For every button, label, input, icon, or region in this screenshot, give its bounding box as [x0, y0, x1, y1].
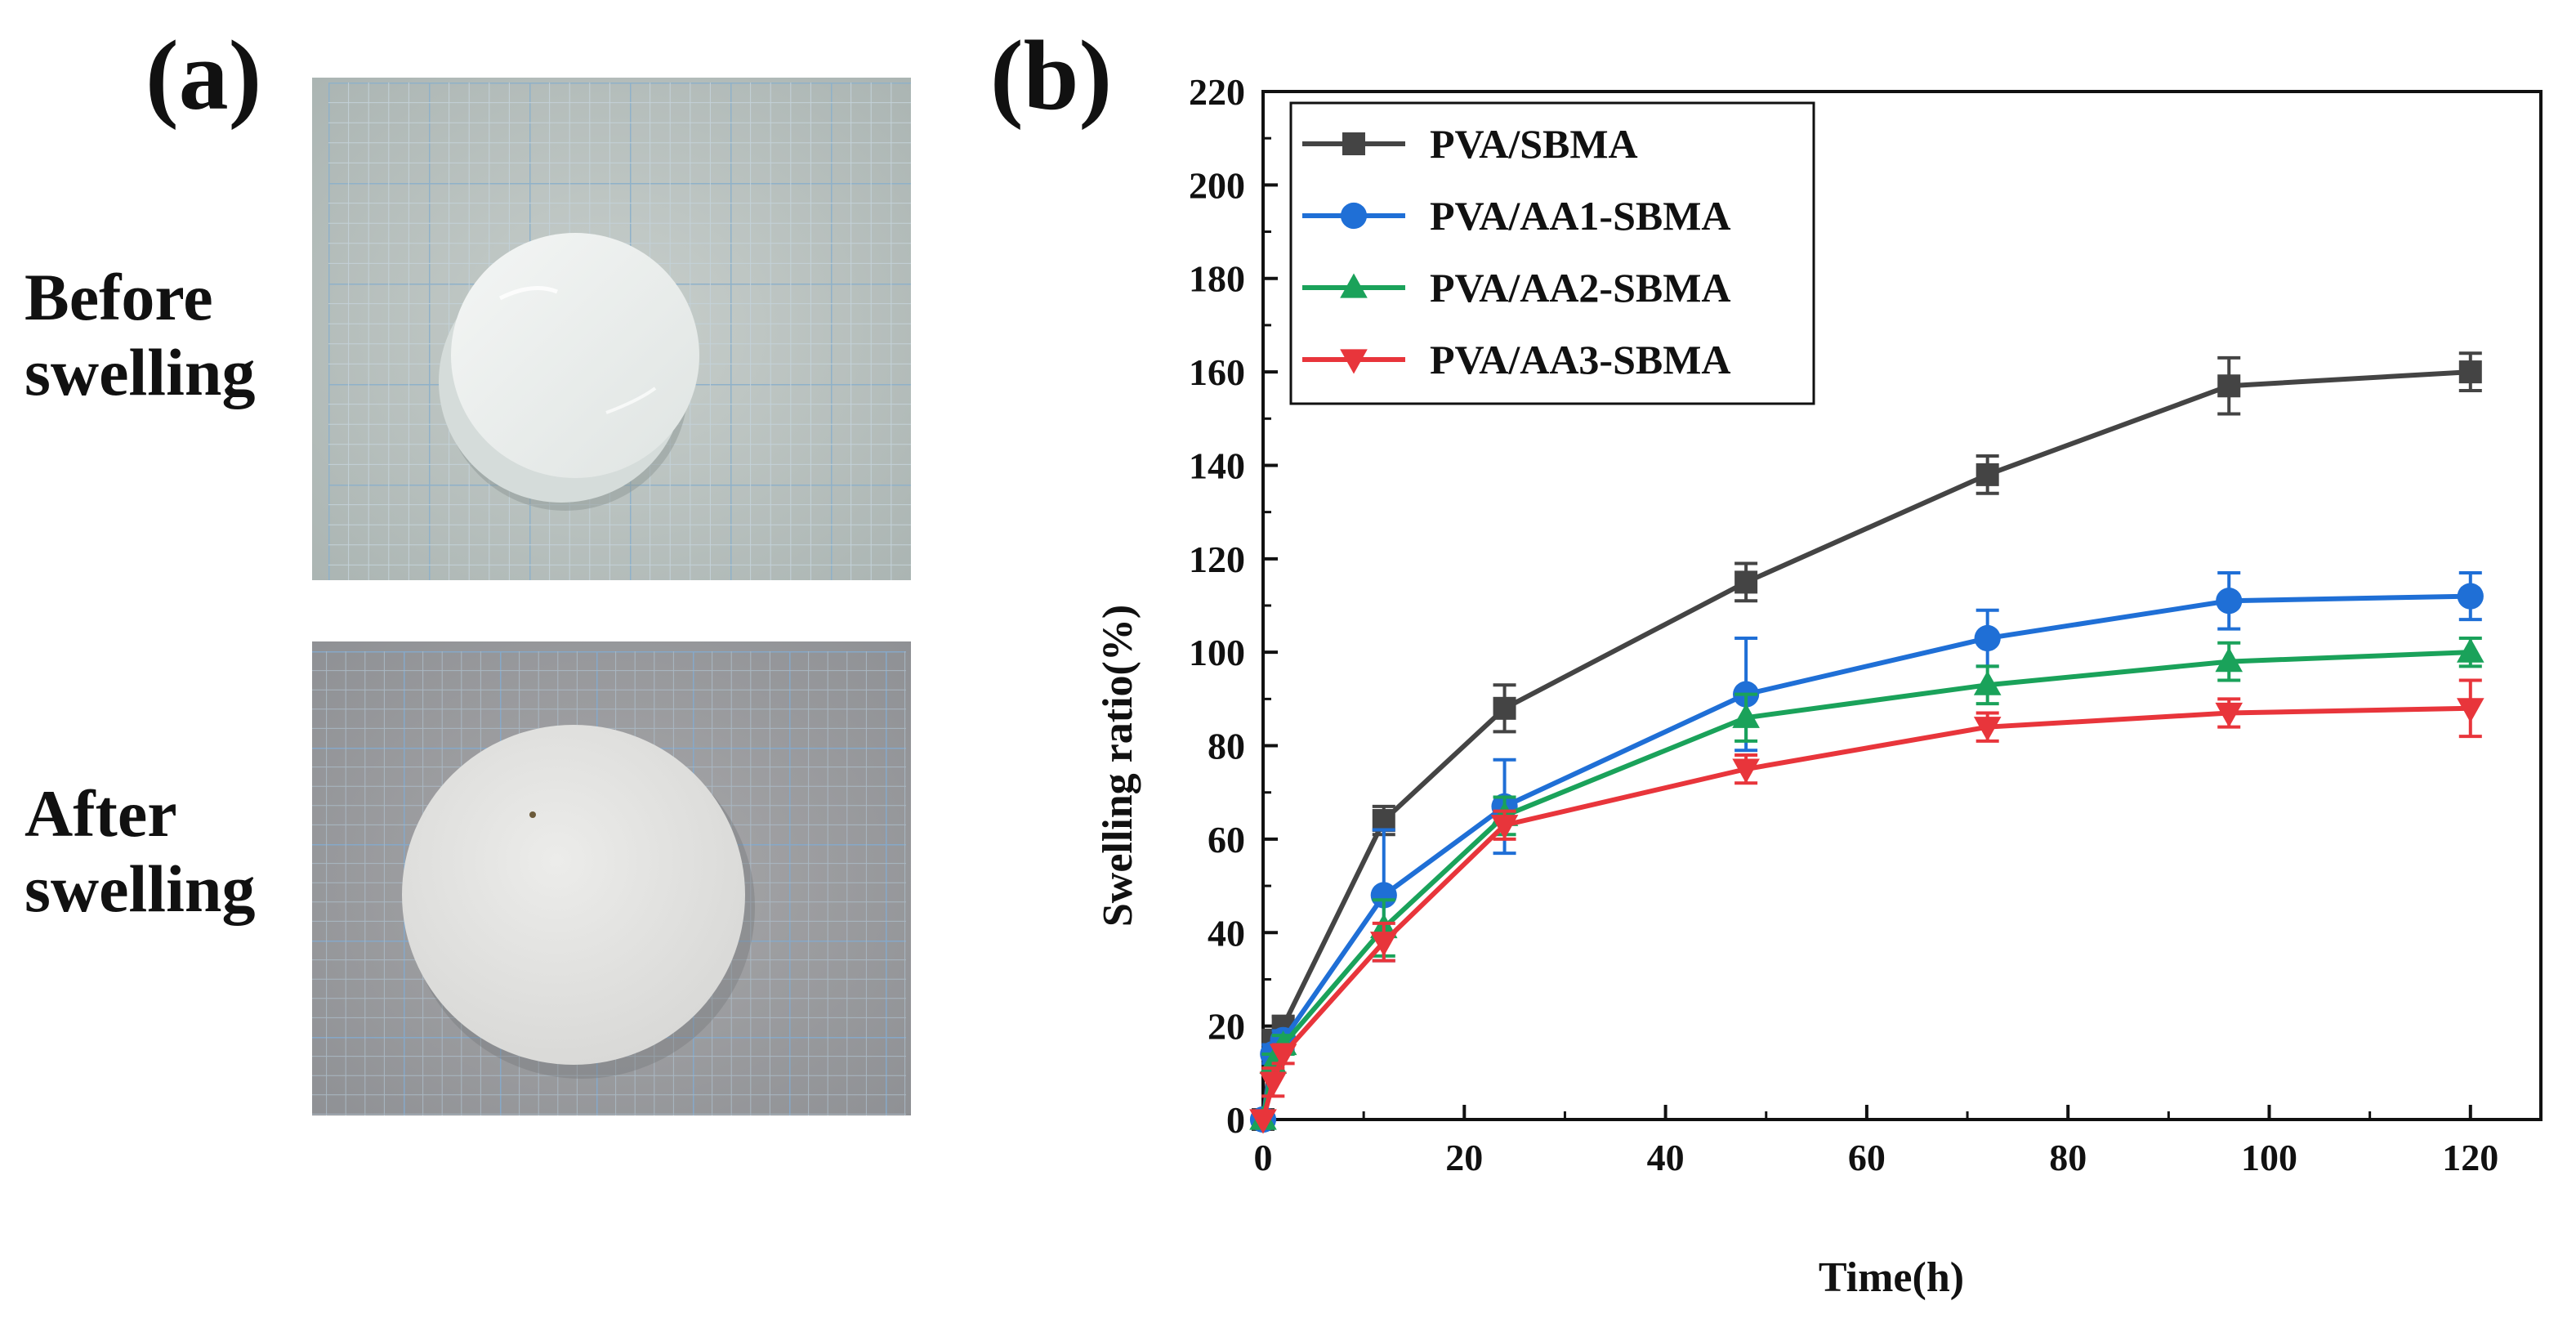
data-point-triangle-down — [1369, 932, 1398, 957]
data-point-triangle-up — [1732, 703, 1760, 728]
legend-label: PVA/AA1-SBMA — [1430, 193, 1731, 239]
y-tick-label: 40 — [1208, 912, 1245, 954]
data-point-triangle-down — [1269, 1044, 1297, 1069]
data-point-triangle-down — [1249, 1109, 1277, 1134]
data-point-triangle-down — [1259, 1071, 1288, 1097]
data-point-square — [1734, 570, 1758, 594]
legend-label: PVA/AA3-SBMA — [1430, 337, 1731, 382]
data-point-triangle-down — [1732, 758, 1760, 784]
data-point-triangle-down — [2456, 698, 2484, 723]
y-tick-label: 200 — [1189, 164, 1245, 206]
y-tick-label: 160 — [1189, 351, 1245, 393]
y-tick-label: 80 — [1208, 726, 1245, 767]
data-point-triangle-down — [1340, 349, 1368, 374]
series-line — [1261, 705, 2471, 1120]
x-tick-label: 120 — [2442, 1137, 2498, 1178]
y-axis-title: Swelling ratio(%) — [1095, 605, 1141, 927]
y-tick-label: 0 — [1226, 1099, 1245, 1141]
data-point-circle — [2457, 583, 2484, 610]
before-swelling-label: Before swelling — [25, 260, 255, 410]
data-point-triangle-down — [1973, 717, 2002, 742]
y-tick-label: 100 — [1189, 632, 1245, 673]
x-tick-label: 0 — [1254, 1137, 1273, 1178]
legend-label: PVA/SBMA — [1430, 121, 1638, 167]
before-swelling-photo — [312, 78, 911, 580]
data-point-circle — [1974, 624, 2001, 652]
data-point-triangle-down — [2215, 702, 2243, 728]
after-label-line1: After — [25, 776, 177, 851]
x-tick-label: 20 — [1445, 1137, 1483, 1178]
y-tick-label: 220 — [1189, 71, 1245, 113]
data-point-square — [1493, 696, 1516, 720]
data-point-triangle-down — [1490, 815, 1519, 840]
before-label-line2: swelling — [25, 334, 256, 409]
data-point-square — [1342, 132, 1365, 155]
x-tick-label: 40 — [1647, 1137, 1685, 1178]
data-point-triangle-up — [1340, 273, 1368, 298]
x-tick-label: 100 — [2241, 1137, 2297, 1178]
y-tick-label: 60 — [1208, 819, 1245, 860]
data-point-triangle-up — [2456, 637, 2484, 663]
series-pva-sbma — [1252, 351, 2482, 1131]
y-tick-label: 180 — [1189, 258, 1245, 300]
data-point-square — [2217, 374, 2241, 398]
after-label-line2: swelling — [25, 851, 256, 926]
y-tick-label: 140 — [1189, 445, 1245, 486]
y-tick-label: 120 — [1189, 539, 1245, 580]
after-swelling-label: After swelling — [25, 776, 255, 927]
legend-box — [1289, 101, 1815, 405]
panel-a-label: (a) — [145, 20, 262, 131]
data-point-square — [1372, 809, 1395, 833]
after-swelling-photo — [312, 641, 911, 1115]
before-label-line1: Before — [25, 260, 213, 334]
x-tick-label: 60 — [1848, 1137, 1886, 1178]
y-tick-label: 20 — [1208, 1006, 1245, 1048]
series-pva-aa3-sbma — [1249, 678, 2484, 1134]
data-point-circle — [1370, 882, 1397, 909]
data-point-square — [1976, 463, 1999, 486]
x-axis-title: Time(h) — [1819, 1254, 1964, 1301]
data-point-triangle-up — [1973, 670, 2002, 695]
data-point-triangle-up — [2215, 647, 2243, 673]
data-point-circle — [1340, 202, 1368, 230]
series-line — [1261, 593, 2471, 1120]
data-point-circle — [2216, 588, 2243, 615]
panel-b-label: (b) — [990, 20, 1113, 131]
x-tick-label: 80 — [2049, 1137, 2087, 1178]
legend-label: PVA/AA2-SBMA — [1430, 265, 1731, 311]
data-point-square — [2458, 360, 2482, 384]
